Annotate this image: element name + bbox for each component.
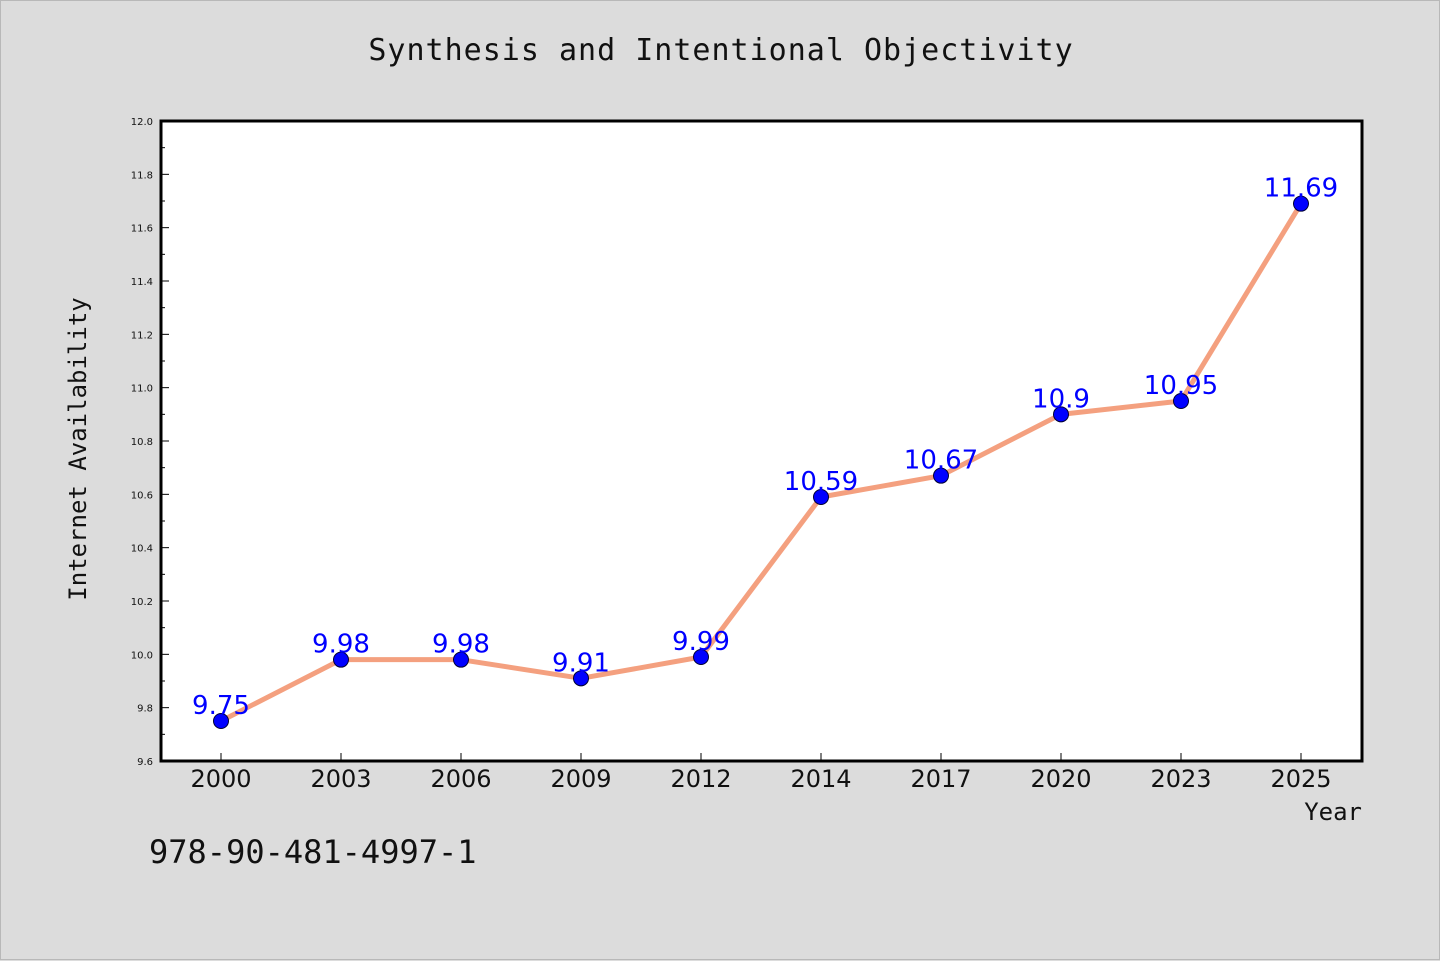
chart-title: Synthesis and Intentional Objectivity bbox=[368, 33, 1074, 68]
x-tick-label: 2017 bbox=[910, 765, 971, 793]
y-tick-label: 12.0 bbox=[131, 117, 153, 128]
data-point-marker bbox=[1293, 195, 1309, 212]
x-tick-label: 2003 bbox=[310, 765, 371, 793]
data-label: 11.69 bbox=[1264, 174, 1338, 204]
x-axis: 2000 2003 2006 2009 2012 2014 2017 2020 2023 2025 bbox=[190, 753, 1332, 793]
data-point-marker bbox=[573, 670, 589, 687]
x-tick-label: 2025 bbox=[1270, 765, 1331, 793]
series-line bbox=[218, 201, 1304, 724]
y-tick-label: 10.0 bbox=[131, 650, 153, 661]
y-tick-label: 9.8 bbox=[137, 704, 153, 715]
y-tick-label: 11.0 bbox=[131, 384, 153, 395]
data-label: 9.99 bbox=[672, 627, 730, 657]
y-tick-label: 11.8 bbox=[131, 170, 153, 181]
y-tick-label: 9.6 bbox=[137, 757, 153, 768]
data-point-marker bbox=[453, 651, 469, 668]
data-point-marker bbox=[1053, 406, 1069, 423]
y-axis-title: Internet Availability bbox=[64, 297, 92, 600]
x-tick-label: 2023 bbox=[1150, 765, 1211, 793]
series-line-group bbox=[218, 201, 1304, 724]
x-tick-label: 2000 bbox=[190, 765, 251, 793]
x-tick-label: 2020 bbox=[1030, 765, 1091, 793]
data-label: 10.95 bbox=[1144, 371, 1218, 401]
data-label: 10.9 bbox=[1032, 384, 1090, 414]
y-tick-label: 10.8 bbox=[131, 437, 153, 448]
x-axis-title: Year bbox=[1304, 798, 1362, 826]
data-label: 9.75 bbox=[192, 691, 250, 721]
data-point-marker bbox=[333, 651, 349, 668]
y-tick-label: 10.2 bbox=[131, 597, 153, 608]
isbn-text: 978-90-481-4997-1 bbox=[149, 833, 477, 871]
data-label: 9.98 bbox=[432, 630, 490, 660]
data-label: 9.91 bbox=[552, 648, 610, 678]
data-point-marker bbox=[933, 467, 949, 484]
data-point-marker bbox=[1173, 393, 1189, 409]
x-tick-label: 2014 bbox=[790, 765, 851, 793]
y-tick-label: 10.6 bbox=[131, 490, 153, 501]
y-tick-label: 11.6 bbox=[131, 224, 153, 235]
plot-area bbox=[159, 119, 1364, 763]
data-point-marker bbox=[213, 713, 229, 729]
y-tick-label: 10.4 bbox=[131, 544, 153, 555]
x-tick-label: 2006 bbox=[430, 765, 491, 793]
y-tick-label: 11.4 bbox=[131, 277, 153, 288]
x-tick-label: 2012 bbox=[670, 765, 731, 793]
data-label: 10.67 bbox=[904, 446, 978, 476]
data-label: 10.59 bbox=[784, 467, 858, 497]
data-point-marker bbox=[813, 489, 829, 505]
data-label: 9.98 bbox=[312, 630, 370, 660]
y-tick-label: 11.2 bbox=[131, 330, 153, 341]
x-tick-label: 2009 bbox=[550, 765, 611, 793]
data-point-marker bbox=[693, 649, 709, 665]
y-axis: 9.6 9.8 10.0 10.2 10.4 10.6 10.8 11.0 11.2 11.4 11… bbox=[131, 117, 169, 768]
data-label-group: 9.75 9.98 9.98 9.91 9.99 10.59 10.67 10.9 10.95 1… bbox=[192, 174, 1338, 721]
marker-group bbox=[213, 195, 1309, 729]
